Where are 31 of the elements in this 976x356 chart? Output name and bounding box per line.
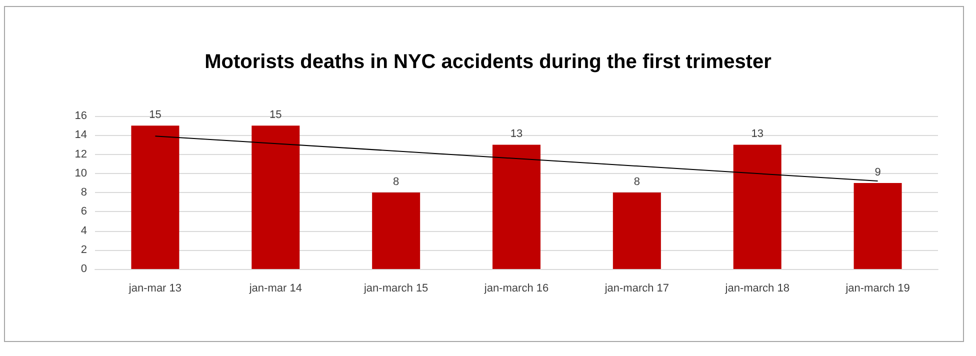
- x-tick-label: jan-march 17: [604, 282, 670, 294]
- bar: [252, 126, 300, 269]
- x-tick-label: jan-march 19: [844, 282, 910, 294]
- data-label: 8: [634, 176, 640, 188]
- data-label: 9: [874, 166, 881, 178]
- y-tick-label: 12: [74, 148, 87, 160]
- bar: [612, 192, 661, 269]
- y-tick-label: 4: [80, 224, 87, 237]
- data-label: 15: [270, 109, 282, 122]
- x-tick-label: jan-mar 13: [128, 282, 182, 294]
- bar: [131, 126, 180, 269]
- bar: [492, 144, 540, 269]
- bar: [733, 144, 782, 269]
- y-tick-label: 16: [74, 110, 87, 122]
- data-label: 13: [510, 128, 523, 140]
- chart-title: Motorists deaths in NYC accidents during the first trimester: [204, 51, 772, 73]
- bar: [372, 192, 420, 269]
- x-tick-label: jan-mar 14: [248, 282, 302, 294]
- x-tick-label: jan-march 16: [483, 282, 549, 294]
- x-tick-label: jan-march 15: [362, 282, 428, 294]
- y-tick-label: 14: [74, 129, 87, 142]
- data-label: 15: [149, 109, 162, 122]
- x-tick-label: jan-march 18: [724, 282, 790, 294]
- y-tick-label: 10: [74, 167, 87, 180]
- y-tick-label: 2: [80, 244, 87, 256]
- y-tick-label: 8: [80, 186, 87, 198]
- data-label: 13: [751, 128, 764, 140]
- y-tick-label: 0: [80, 263, 87, 275]
- data-label: 8: [393, 176, 400, 188]
- y-tick-label: 6: [80, 206, 87, 218]
- bar: [854, 182, 902, 269]
